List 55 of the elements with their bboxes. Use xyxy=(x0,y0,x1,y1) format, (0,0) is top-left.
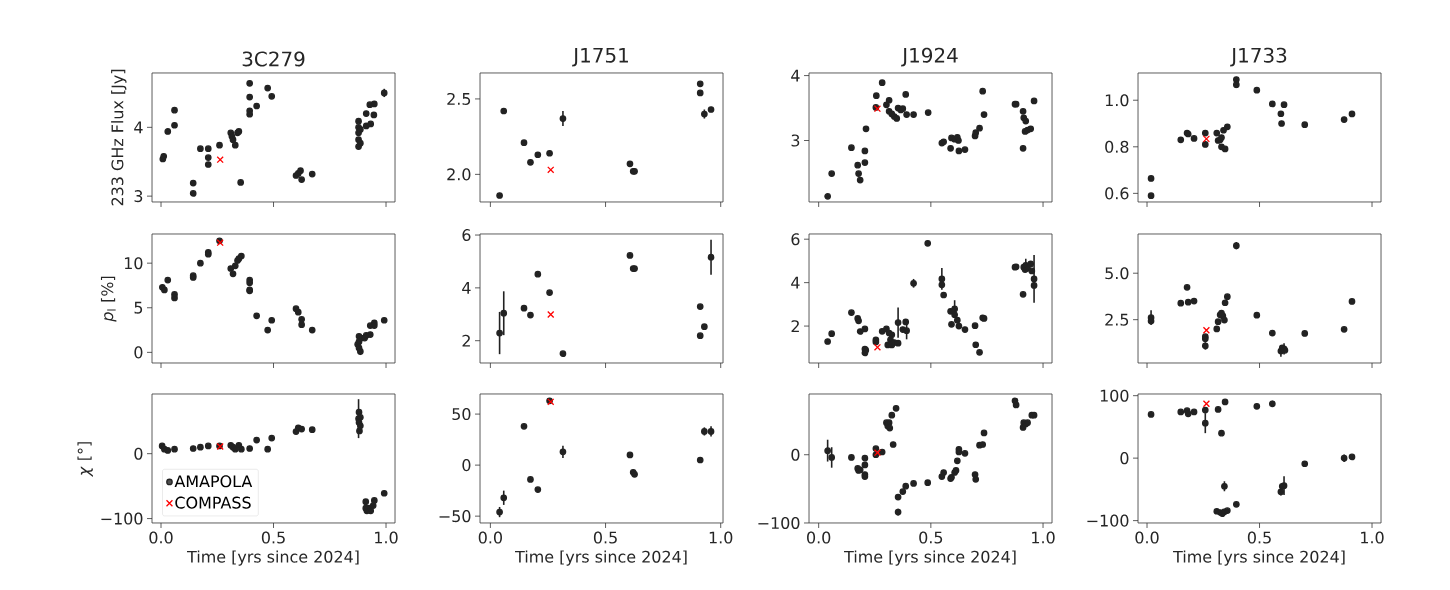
x-tick-label: 0.5 xyxy=(919,531,943,544)
x-axis-title: Time [yrs since 2024] xyxy=(844,550,1016,566)
y-tick-label: −100 xyxy=(758,516,800,530)
y-tick-label: 5.0 xyxy=(1105,267,1129,280)
y-tick-label: 2.0 xyxy=(447,168,471,181)
chart-title: J1751 xyxy=(572,47,628,67)
y-tick-label: 2.5 xyxy=(1105,313,1129,326)
y-tick-label: 0.6 xyxy=(1105,187,1129,200)
y-tick-label: 10 xyxy=(124,257,143,270)
y-tick-label: 4 xyxy=(791,69,800,82)
y-tick-label: 3 xyxy=(791,134,800,147)
y-tick-label: −50 xyxy=(439,510,471,523)
y-axis-title: 233 GHz Flux [Jy] xyxy=(111,69,127,206)
y-tick-label: 3 xyxy=(134,190,143,203)
y-tick-label: 0 xyxy=(134,346,143,359)
y-tick-label: 2 xyxy=(791,320,799,332)
chart-title: J1924 xyxy=(901,47,958,67)
y-tick-label: 0 xyxy=(462,459,471,472)
y-tick-label: 4 xyxy=(134,121,143,134)
legend-label: COMPASS xyxy=(175,496,251,509)
y-tick-label: 100 xyxy=(1100,389,1129,402)
x-tick-label: 0.5 xyxy=(593,531,617,544)
x-tick-label: 0.0 xyxy=(149,531,173,544)
y-tick-label: 0.8 xyxy=(1105,140,1129,153)
x-tick-label: 1.0 xyxy=(709,531,733,544)
y-tick-label: −100 xyxy=(101,512,143,525)
y-tick-label: 4 xyxy=(791,276,800,289)
y-tick-label: 6 xyxy=(462,229,471,242)
x-tick-label: 0.0 xyxy=(807,531,831,544)
x-tick-label: 0.0 xyxy=(478,531,502,544)
x-tick-label: 0.5 xyxy=(1247,531,1271,544)
y-tick-label: 2 xyxy=(462,334,470,347)
x-tick-label: 0.0 xyxy=(1135,531,1159,544)
legend-label: AMAPOLA xyxy=(174,475,253,488)
chart-title: J1733 xyxy=(1230,47,1287,67)
y-axis-title: χ [°] xyxy=(77,442,93,477)
y-tick-label: −100 xyxy=(1087,514,1129,527)
y-tick-label: 2.5 xyxy=(447,92,471,105)
y-tick-label: 1.0 xyxy=(1105,94,1129,107)
x-axis-title: Time [yrs since 2024] xyxy=(187,550,359,566)
x-axis-title: Time [yrs since 2024] xyxy=(515,550,687,566)
x-tick-label: 1.0 xyxy=(375,531,398,544)
y-tick-label: 50 xyxy=(452,408,471,421)
x-tick-label: 1.0 xyxy=(1032,531,1055,544)
y-tick-label: 0 xyxy=(134,447,143,460)
y-axis-title: p$_{l}$ [%] xyxy=(100,276,117,322)
x-tick-label: 0.5 xyxy=(261,531,285,544)
y-tick-label: 5 xyxy=(134,301,143,314)
y-tick-label: 0 xyxy=(791,448,800,461)
y-tick-label: 6 xyxy=(791,233,800,246)
chart-title: 3C279 xyxy=(242,51,305,67)
y-tick-label: 4 xyxy=(462,282,471,294)
x-axis-title: Time [yrs since 2024] xyxy=(1173,550,1345,566)
x-tick-label: 1.0 xyxy=(1361,531,1384,544)
y-tick-label: 0 xyxy=(1120,452,1129,465)
